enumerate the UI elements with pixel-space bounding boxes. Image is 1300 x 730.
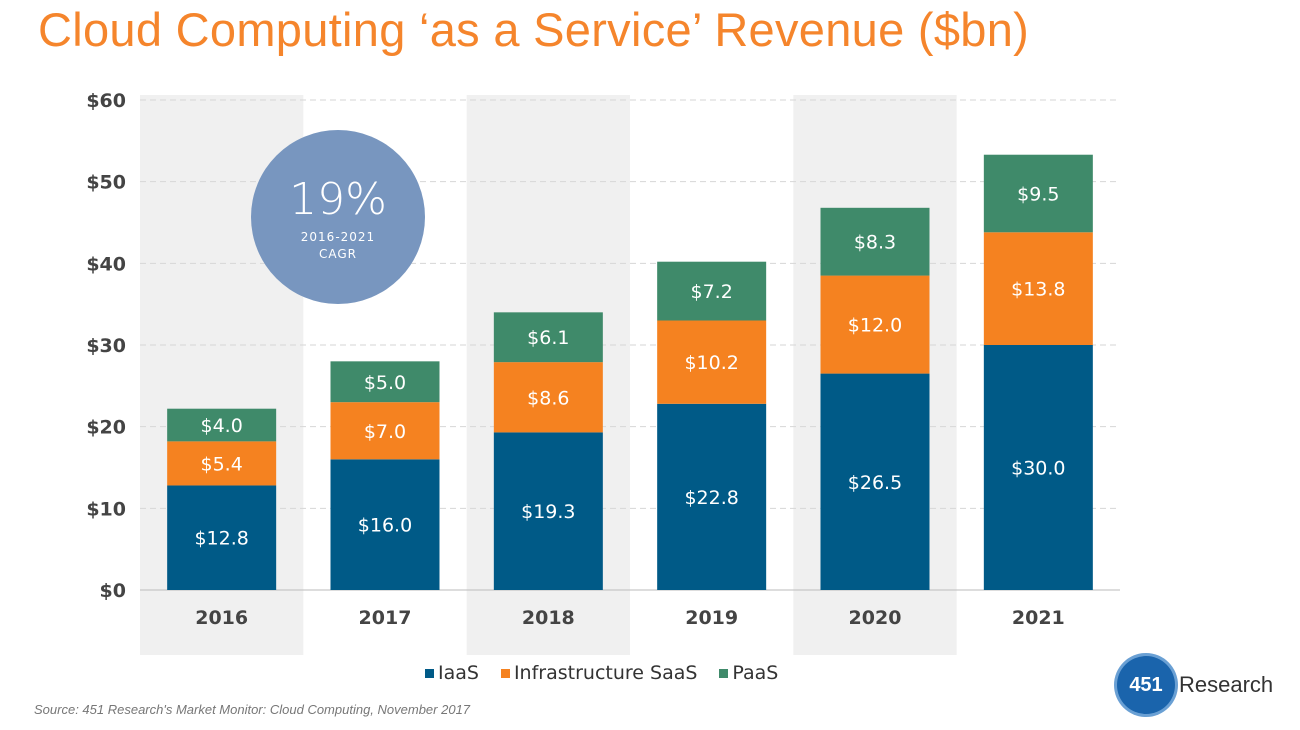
bar-segment bbox=[167, 485, 277, 590]
legend-swatch bbox=[500, 668, 510, 678]
legend-label: Infrastructure SaaS bbox=[513, 662, 698, 684]
data-label: $9.5 bbox=[1017, 184, 1059, 206]
bar-segment bbox=[820, 373, 930, 590]
logo-text: Research bbox=[1179, 672, 1274, 697]
data-label: $8.6 bbox=[527, 387, 569, 409]
bar-segment bbox=[820, 275, 930, 374]
legend-item-iaas: IaaS bbox=[425, 662, 479, 684]
y-tick-label: $30 bbox=[86, 335, 126, 357]
y-tick-label: $0 bbox=[100, 580, 126, 602]
data-label: $13.8 bbox=[1011, 279, 1065, 301]
source-note: Source: 451 Research's Market Monitor: C… bbox=[34, 702, 471, 717]
legend-swatch bbox=[425, 668, 434, 678]
bar-segment bbox=[493, 362, 603, 433]
bar-segment bbox=[493, 432, 603, 590]
chart-title: Cloud Computing ‘as a Service’ Revenue (… bbox=[38, 3, 1030, 56]
bar-segment bbox=[330, 459, 440, 590]
data-label: $10.2 bbox=[684, 352, 738, 374]
x-tick-label: 2021 bbox=[1012, 607, 1065, 629]
logo-number: 451 bbox=[1117, 656, 1175, 714]
bar-segment bbox=[330, 361, 440, 403]
legend-item-saas: Infrastructure SaaS bbox=[500, 662, 698, 684]
y-tick-label: $50 bbox=[86, 172, 126, 194]
data-label: $26.5 bbox=[848, 472, 902, 494]
y-tick-label: $20 bbox=[86, 417, 126, 439]
bar-segment bbox=[983, 345, 1093, 590]
legend-swatch bbox=[719, 668, 729, 678]
y-tick-label: $60 bbox=[86, 90, 126, 112]
x-tick-label: 2019 bbox=[685, 607, 738, 629]
x-tick-label: 2020 bbox=[849, 607, 902, 629]
legend: IaaS Infrastructure SaaS PaaS bbox=[425, 662, 778, 684]
bar-segment bbox=[167, 441, 277, 486]
data-label: $7.2 bbox=[691, 281, 733, 303]
data-label: $12.0 bbox=[848, 315, 902, 337]
legend-label: PaaS bbox=[732, 662, 779, 684]
data-label: $8.3 bbox=[854, 232, 896, 254]
y-tick-label: $40 bbox=[86, 253, 126, 275]
data-label: $5.4 bbox=[201, 453, 243, 475]
cagr-period: 2016-2021 bbox=[300, 230, 376, 244]
data-label: $22.8 bbox=[684, 487, 738, 509]
x-tick-label: 2016 bbox=[195, 607, 248, 629]
cagr-badge: 19% 2016-2021 CAGR bbox=[251, 130, 425, 304]
bar-segment bbox=[983, 154, 1093, 233]
bar-segment bbox=[657, 403, 767, 590]
bar-segment bbox=[167, 408, 277, 442]
data-label: $12.8 bbox=[194, 528, 248, 550]
data-label: $7.0 bbox=[364, 421, 406, 443]
data-label: $6.1 bbox=[527, 327, 569, 349]
data-label: $5.0 bbox=[364, 372, 406, 394]
cagr-value: 19% bbox=[289, 174, 387, 225]
legend-item-paas: PaaS bbox=[719, 662, 778, 684]
x-tick-label: 2017 bbox=[359, 607, 412, 629]
x-tick-label: 2018 bbox=[522, 607, 575, 629]
cagr-label: CAGR bbox=[318, 247, 357, 261]
bar-segment bbox=[657, 261, 767, 321]
data-label: $16.0 bbox=[358, 515, 412, 537]
y-tick-label: $10 bbox=[86, 498, 126, 520]
bar-segment bbox=[657, 320, 767, 404]
bar-segment bbox=[330, 402, 440, 460]
bar-segment bbox=[820, 207, 930, 276]
451-research-logo: 451 Research bbox=[1117, 656, 1273, 714]
data-label: $19.3 bbox=[521, 501, 575, 523]
legend-label: IaaS bbox=[438, 662, 479, 684]
bar-segment bbox=[983, 232, 1093, 345]
data-label: $4.0 bbox=[201, 415, 243, 437]
bar-segment bbox=[493, 312, 603, 363]
data-label: $30.0 bbox=[1011, 458, 1065, 480]
